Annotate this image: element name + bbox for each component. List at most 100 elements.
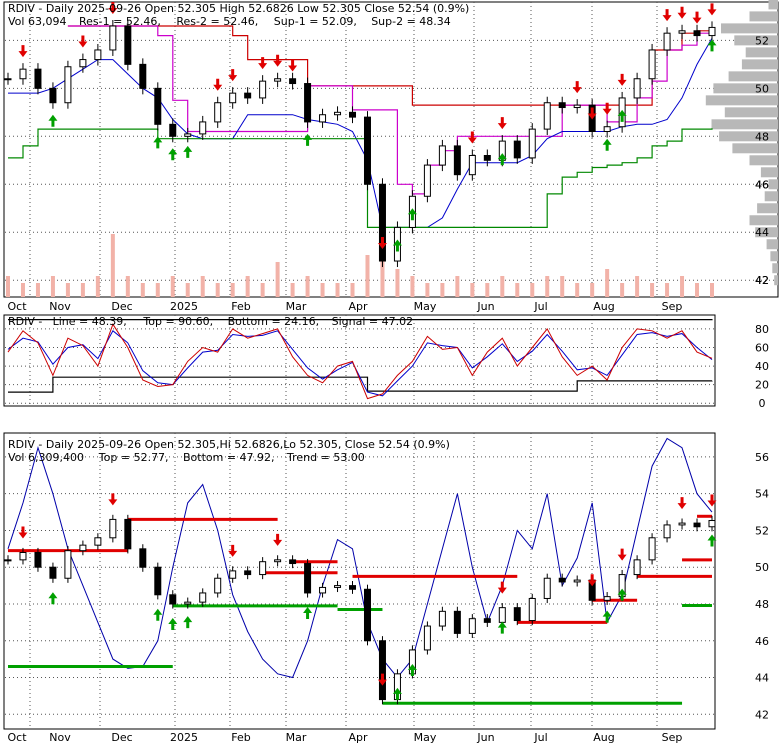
- x-tick-label: Jul: [533, 731, 547, 744]
- sell-arrow: [497, 117, 507, 130]
- trend-price-candle: [558, 577, 566, 583]
- volume-bar: [530, 283, 535, 297]
- buy-arrow: [153, 136, 163, 149]
- price-candle: [678, 30, 686, 34]
- legend-entry: RDIV -: [8, 315, 42, 328]
- volume-bar: [320, 283, 325, 297]
- volume-profile-bar: [757, 203, 778, 214]
- sell-arrow: [258, 57, 268, 70]
- buy-arrow: [707, 39, 717, 52]
- price-candle: [453, 145, 461, 176]
- buy-arrow: [168, 148, 178, 161]
- trend-price-candle: [349, 585, 357, 590]
- trend-sell-arrow: [617, 548, 627, 561]
- signal-line: [7, 330, 713, 397]
- sell-arrow: [467, 131, 477, 144]
- trend-buy-arrow: [407, 663, 417, 676]
- volume-profile-bar: [755, 227, 778, 238]
- x-tick-label: Aug: [593, 731, 614, 744]
- sell-arrow: [288, 59, 298, 72]
- trend-price-candle: [19, 552, 27, 561]
- price-candle: [19, 68, 27, 80]
- trend-price-candle: [423, 625, 431, 651]
- trend-buy-arrow: [168, 617, 178, 630]
- trend-buy-arrow: [153, 608, 163, 621]
- volume-profile-bar: [749, 11, 778, 22]
- volume-bar: [245, 276, 250, 297]
- volume-bar: [215, 283, 220, 297]
- sell-arrow: [108, 1, 118, 14]
- x-tick-label: Apr: [348, 731, 368, 744]
- sell-arrow: [572, 81, 582, 94]
- sell-arrow: [662, 9, 672, 22]
- volume-bar: [425, 283, 430, 297]
- x-tick-label: Feb: [231, 300, 250, 313]
- trend-price-candle: [109, 518, 117, 539]
- volume-profile-bar: [745, 47, 778, 58]
- buy-arrow: [183, 145, 193, 158]
- volume-bar: [365, 255, 370, 297]
- volume-bar: [110, 234, 115, 297]
- legend-entry: Res-1 = 52.46,: [79, 15, 161, 28]
- trend-price-candle: [154, 566, 162, 596]
- sell-arrow: [677, 6, 687, 19]
- trend-sell-arrow: [377, 673, 387, 686]
- y-tick-label: 46: [755, 178, 769, 191]
- price-candle: [304, 83, 312, 123]
- legend-entry: Top = 90.60,: [142, 315, 213, 328]
- x-tick-label: Jul: [533, 300, 547, 313]
- trend-price-candle: [528, 597, 536, 622]
- trend-price-candle: [139, 548, 147, 568]
- res2-line: [67, 25, 713, 106]
- buy-arrow: [303, 133, 313, 146]
- price-candle: [64, 66, 72, 104]
- volume-bar: [260, 283, 265, 297]
- volume-profile-bar: [770, 251, 778, 262]
- trend-price-candle: [259, 561, 267, 576]
- trend-price-candle: [334, 585, 342, 588]
- x-tick-label: Oct: [7, 731, 27, 744]
- volume-profile-bar: [764, 191, 778, 202]
- legend-entry: Res-2 = 52.46,: [176, 15, 258, 28]
- price-candle: [244, 92, 252, 99]
- x-tick-label: Aug: [593, 300, 614, 313]
- trend-price-candle: [648, 537, 656, 561]
- trend-sell-arrow: [273, 533, 283, 546]
- y-tick-label: 42: [755, 708, 769, 721]
- sell-arrow: [228, 69, 238, 82]
- x-tick-label: Mar: [286, 731, 307, 744]
- trend-price-candle: [34, 552, 42, 568]
- trend-price-candle: [304, 563, 312, 594]
- legend-entry: Trend = 53.00: [286, 451, 365, 464]
- legend-entry: Vol 6,309,400: [8, 451, 84, 464]
- trend-price-candle: [94, 537, 102, 546]
- trend-price-candle: [513, 607, 521, 622]
- volume-bar: [605, 269, 610, 297]
- price-candle: [94, 49, 102, 61]
- trend-buy-arrow: [602, 610, 612, 623]
- legend-entry: Sup-2 = 48.34: [371, 15, 451, 28]
- price-candle: [528, 128, 536, 159]
- volume-bar: [395, 269, 400, 297]
- price-candle: [603, 126, 611, 133]
- y-tick-label: 46: [755, 635, 769, 648]
- trend-price-candle: [543, 577, 551, 599]
- trend-price-candle: [274, 559, 282, 563]
- bottom-line: [8, 376, 713, 393]
- price-candle: [289, 78, 297, 85]
- price-candle: [169, 123, 177, 137]
- volume-profile-bar: [711, 119, 778, 130]
- volume-profile-bar: [741, 59, 778, 70]
- price-chart-title: RDIV - Daily 2025-09-26 Open 52.305 High…: [8, 2, 469, 15]
- sell-arrow: [273, 54, 283, 67]
- x-tick-label: 2025: [170, 731, 198, 744]
- trend-price-candle: [124, 518, 132, 550]
- trend-price-candle: [199, 592, 207, 603]
- volume-profile-bar: [749, 215, 778, 226]
- sell-arrow: [617, 73, 627, 86]
- price-candle: [438, 145, 446, 166]
- y-tick-label: 48: [755, 130, 769, 143]
- volume-bar: [230, 283, 235, 297]
- volume-profile-bar: [772, 263, 778, 274]
- panel-frame: [3, 314, 716, 407]
